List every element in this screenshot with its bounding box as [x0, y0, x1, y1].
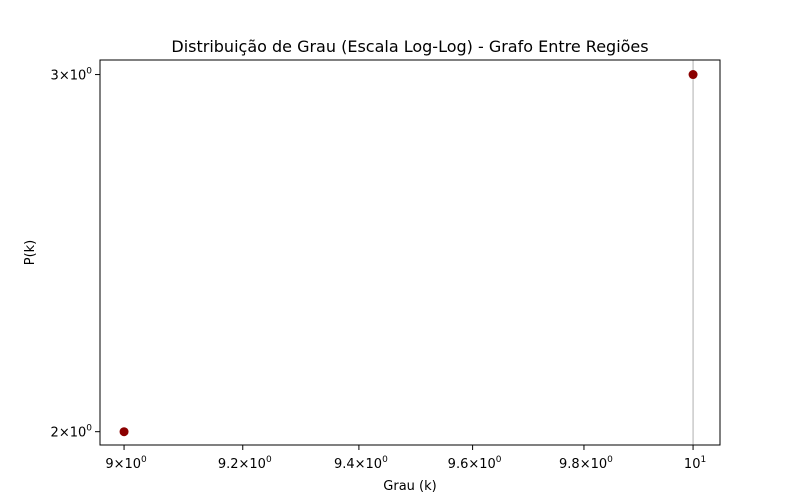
x-tick-label: 101	[684, 455, 706, 472]
x-tick-label: 9.8×100	[559, 455, 613, 472]
y-tick-label: 2×100	[51, 424, 93, 441]
y-axis-label: P(k)	[23, 240, 38, 266]
data-point	[119, 427, 129, 437]
x-tick-label: 9.4×100	[334, 455, 388, 472]
points-layer	[119, 70, 698, 437]
x-tick-label: 9×100	[105, 455, 147, 472]
x-axis: 9×100 9.2×100 9.4×100 9.6×100 9.8×100 101	[105, 445, 706, 472]
data-point	[688, 70, 698, 80]
plot-frame	[99, 59, 721, 446]
y-tick-label: 3×100	[51, 67, 93, 84]
chart-title: Distribuição de Grau (Escala Log-Log) - …	[171, 37, 648, 56]
x-tick-label: 9.6×100	[448, 455, 502, 472]
x-tick-label: 9.2×100	[218, 455, 272, 472]
x-axis-label: Grau (k)	[383, 479, 436, 494]
y-axis: 2×100 3×100	[51, 67, 100, 441]
